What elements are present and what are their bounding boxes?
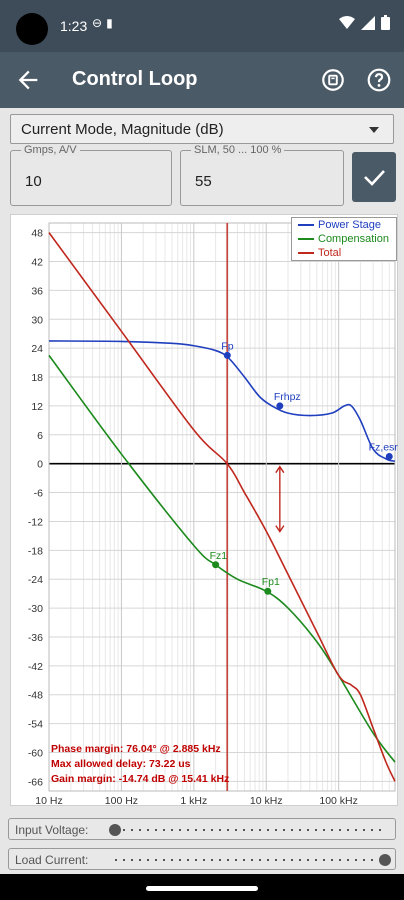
sd-card-icon: ▮ [106,16,117,30]
phase-margin-annotation: Phase margin: 76.04° @ 2.885 kHz [51,743,221,755]
load-current-label: Load Current: [15,853,89,867]
wifi-icon [339,15,355,29]
mode-select-value: Current Mode, Magnitude (dB) [21,121,224,138]
y-tick-label: -48 [28,690,43,702]
confirm-button[interactable] [352,152,396,202]
y-tick-label: 6 [37,430,43,442]
chevron-down-icon [369,127,379,133]
page-title: Control Loop [72,68,198,90]
legend-item-compensation: Compensation [292,232,396,246]
max-delay-annotation: Max allowed delay: 73.22 us [51,758,191,770]
y-tick-label: -54 [28,719,43,731]
legend-item-total: Total [292,246,396,260]
app-bar: Control Loop [0,52,404,108]
y-tick-label: -36 [28,632,43,644]
y-tick-label: -6 [34,488,43,500]
y-tick-label: -24 [28,574,43,586]
point-fz1 [212,561,220,569]
gmps-label: Gmps, A/V [21,144,80,156]
slm-field[interactable]: SLM, 50 ... 100 % 55 [180,144,344,206]
slm-label: SLM, 50 ... 100 % [191,144,285,156]
y-tick-label: -60 [28,747,43,759]
reset-icon[interactable] [320,67,346,93]
y-tick-label: -42 [28,661,43,673]
gain-margin-annotation: Gain margin: -14.74 dB @ 15.41 kHz [51,773,230,785]
camera-cutout [16,13,48,45]
point-label: Frhpz [274,391,301,403]
point-fp [223,351,231,359]
y-tick-label: 18 [31,372,43,384]
x-tick-label: 10 Hz [35,795,62,807]
x-tick-label: 1 kHz [180,795,207,807]
power-stage-line [48,340,396,463]
status-bar: 1:23 ⊖▮ [0,0,404,52]
load-current-thumb[interactable] [379,854,391,866]
point-label: Fp [221,340,233,352]
help-icon[interactable] [366,67,392,93]
y-tick-label: -30 [28,603,43,615]
y-tick-label: -12 [28,516,43,528]
chart-legend: Power Stage Compensation Total [291,217,397,261]
input-voltage-thumb[interactable] [109,824,121,836]
gmps-field[interactable]: Gmps, A/V 10 [10,144,172,206]
gmps-value: 10 [25,173,42,190]
check-icon [364,170,385,186]
dnd-icon: ⊖ [92,16,107,30]
y-tick-label: -18 [28,545,43,557]
y-tick-label: 48 [31,228,43,240]
input-voltage-label: Input Voltage: [15,823,89,837]
bode-chart: 48 42 36 30 24 18 12 6 0 -6 -12 -18 -24 -30 -36 -42 -48 -… [10,214,399,807]
x-tick-label: 100 kHz [319,795,358,807]
home-handle[interactable] [146,886,258,891]
bode-plot: 48 42 36 30 24 18 12 6 0 -6 -12 -18 -24 -30 -36 -42 -48 -… [28,222,399,807]
y-tick-label: 12 [31,401,43,413]
system-nav-bar [0,874,404,900]
gain-margin-arrow-head-bottom [275,525,285,533]
point-label: Fz,esr [369,441,399,453]
input-voltage-track[interactable] [115,829,383,831]
input-voltage-slider[interactable]: Input Voltage: [8,818,396,840]
point-fp1 [264,587,272,595]
y-tick-label: 24 [31,343,43,355]
y-tick-label: 36 [31,285,43,297]
point-label: Fz1 [210,550,228,562]
y-tick-label: 0 [37,459,43,471]
load-current-slider[interactable]: Load Current: [8,848,396,870]
status-time: 1:23 [60,18,88,34]
plot-frame [48,222,396,792]
total-line [48,232,396,782]
x-tick-label: 10 kHz [250,795,283,807]
point-label: Fp1 [262,576,280,588]
point-fz-esr [385,452,393,460]
gain-margin-arrow-head-top [275,465,285,474]
y-tick-label: -66 [28,776,43,788]
point-frhpz [276,402,284,410]
x-tick-label: 100 Hz [105,795,138,807]
compensation-line [48,354,396,763]
load-current-track[interactable] [115,859,383,861]
mode-select[interactable]: Current Mode, Magnitude (dB) [10,114,394,144]
legend-item-power-stage: Power Stage [292,218,396,232]
slm-value: 55 [195,173,212,190]
y-tick-label: 30 [31,314,43,326]
y-tick-label: 42 [31,257,43,269]
signal-icon [361,15,375,30]
battery-icon [381,15,390,30]
back-arrow-icon[interactable] [14,66,42,94]
